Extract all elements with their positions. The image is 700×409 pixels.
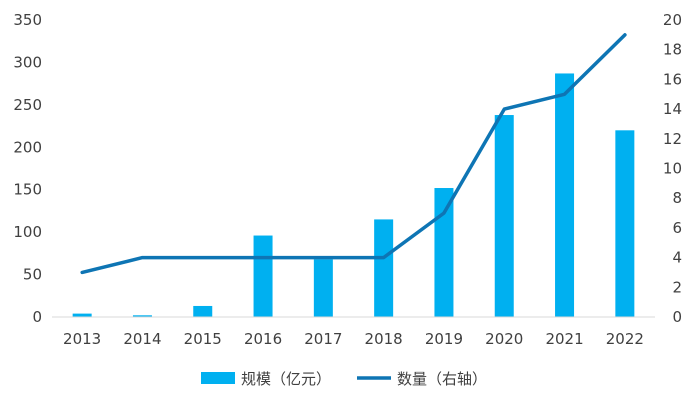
right-tick-label: 10 bbox=[663, 160, 682, 178]
right-tick-label: 12 bbox=[663, 130, 682, 148]
left-tick-label: 0 bbox=[32, 308, 42, 326]
left-y-axis: 0 50 100 150 200 250 300 350 bbox=[13, 11, 42, 326]
bar-series bbox=[72, 73, 635, 318]
right-tick-label: 16 bbox=[663, 70, 682, 88]
bar-2016 bbox=[253, 235, 273, 317]
x-axis: 2013 2014 2015 2016 2017 2018 2019 2020 2021 2022 bbox=[63, 330, 644, 348]
x-tick-label: 2015 bbox=[184, 330, 222, 348]
left-tick-label: 50 bbox=[23, 266, 42, 284]
x-tick-label: 2016 bbox=[244, 330, 282, 348]
legend: 规模（亿元） 数量（右轴） bbox=[201, 370, 487, 388]
x-tick-label: 2017 bbox=[304, 330, 342, 348]
left-tick-label: 100 bbox=[13, 223, 42, 241]
x-tick-label: 2013 bbox=[63, 330, 101, 348]
bar-2014 bbox=[132, 315, 152, 317]
right-tick-label: 18 bbox=[663, 41, 682, 59]
x-tick-label: 2014 bbox=[123, 330, 161, 348]
x-tick-label: 2020 bbox=[485, 330, 523, 348]
right-tick-label: 20 bbox=[663, 11, 682, 29]
right-tick-label: 2 bbox=[672, 278, 682, 296]
legend-bar-swatch bbox=[201, 372, 235, 384]
bar-2020 bbox=[494, 115, 514, 317]
count-line bbox=[80, 33, 627, 275]
bar-2015 bbox=[193, 305, 213, 317]
right-y-axis: 0 2 4 6 8 10 12 14 16 18 20 bbox=[663, 11, 682, 326]
legend-line-label: 数量（右轴） bbox=[397, 370, 487, 388]
right-tick-label: 8 bbox=[672, 189, 682, 207]
bar-2021 bbox=[555, 73, 575, 318]
left-tick-label: 200 bbox=[13, 138, 42, 156]
left-tick-label: 300 bbox=[13, 53, 42, 71]
x-tick-label: 2021 bbox=[545, 330, 583, 348]
left-tick-label: 150 bbox=[13, 181, 42, 199]
x-tick-label: 2022 bbox=[606, 330, 644, 348]
right-tick-label: 14 bbox=[663, 100, 682, 118]
right-tick-label: 6 bbox=[672, 219, 682, 237]
left-tick-label: 350 bbox=[13, 11, 42, 29]
x-tick-label: 2018 bbox=[365, 330, 403, 348]
left-tick-label: 250 bbox=[13, 96, 42, 114]
line-series bbox=[80, 33, 627, 275]
legend-bar-label: 规模（亿元） bbox=[241, 370, 331, 388]
bar-2018 bbox=[374, 219, 394, 317]
bar-2017 bbox=[313, 259, 333, 317]
bar-2013 bbox=[72, 313, 92, 317]
x-tick-label: 2019 bbox=[425, 330, 463, 348]
bar-2022 bbox=[615, 130, 635, 317]
right-tick-label: 4 bbox=[672, 249, 682, 267]
bar-2019 bbox=[434, 188, 454, 317]
right-tick-label: 0 bbox=[672, 308, 682, 326]
